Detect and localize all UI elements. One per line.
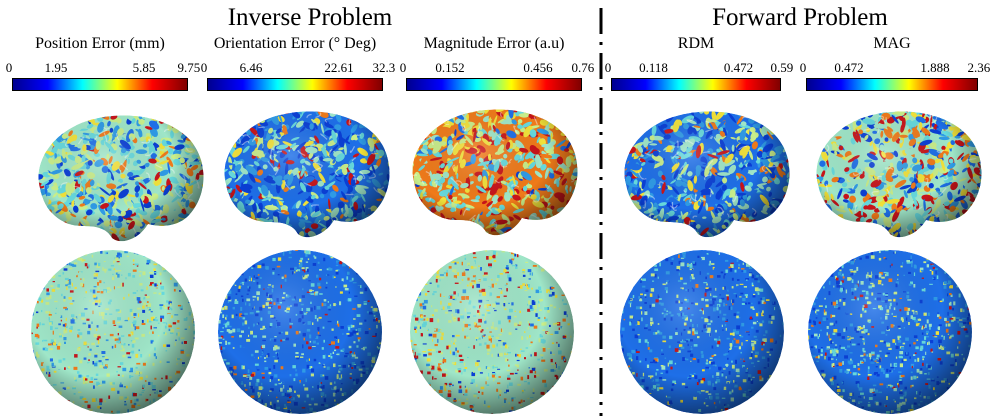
tick-label: 0 (5, 60, 13, 75)
tick-label: 0.472 (723, 60, 754, 75)
tick-label: 0 (604, 60, 612, 75)
brain-render-mag (816, 111, 982, 238)
tick-label: 32.3 (372, 60, 396, 75)
tick-label: 9.75 (177, 60, 201, 75)
brain-render-position-error (38, 115, 204, 242)
tick-label: 0.152 (435, 60, 465, 75)
colorbar (207, 78, 383, 91)
tick-label: 22.61 (324, 60, 354, 75)
section-divider (599, 8, 603, 416)
tick-label: 5.85 (132, 60, 156, 75)
colorbar (12, 78, 188, 91)
panel-title: Orientation Error (° Deg) (213, 35, 377, 52)
tick-label: 0 (399, 60, 407, 75)
tick-label: 2.36 (967, 60, 991, 75)
sphere-render-position-error (31, 250, 195, 414)
brain-render-rdm (624, 111, 790, 238)
panel-title: Position Error (mm) (35, 35, 165, 52)
tick-label: 0.76 (571, 60, 595, 75)
brain-render-magnitude-error (412, 109, 578, 236)
tick-label: 6.46 (239, 60, 263, 75)
colorbar (611, 78, 781, 91)
colorbar (806, 78, 978, 91)
sphere-render-mag (808, 250, 972, 414)
colorbar-ticks: 0 1.95 5.85 9.75 (6, 60, 200, 76)
tick-label: 0.472 (834, 60, 864, 75)
colorbar-ticks: 0 0.152 0.456 0.76 (400, 60, 594, 76)
colorbar-ticks: 0 0.472 1.888 2.36 (800, 60, 990, 76)
tick-label: 0.118 (639, 60, 668, 75)
tick-label: 1.95 (44, 60, 68, 75)
tick-label: 0 (799, 60, 807, 75)
colorbar-ticks: 0 0.118 0.472 0.59 (605, 60, 793, 76)
forward-problem-title: Forward Problem (712, 4, 888, 31)
inverse-problem-title: Inverse Problem (227, 4, 393, 31)
colorbar (406, 78, 582, 91)
panel-title: RDM (677, 35, 715, 52)
panel-title: Magnitude Error (a.u) (423, 35, 565, 52)
sphere-render-rdm (620, 250, 784, 414)
panel-title: MAG (873, 35, 911, 52)
tick-label: 0.59 (770, 60, 794, 75)
tick-label: 0 (200, 60, 208, 75)
brain-render-orientation-error (224, 111, 390, 238)
tick-label: 0.456 (523, 60, 553, 75)
sphere-render-magnitude-error (410, 250, 574, 414)
colorbar-ticks: 0 6.46 22.61 32.3 (201, 60, 395, 76)
sphere-render-orientation-error (218, 250, 382, 414)
tick-label: 1.888 (920, 60, 950, 75)
